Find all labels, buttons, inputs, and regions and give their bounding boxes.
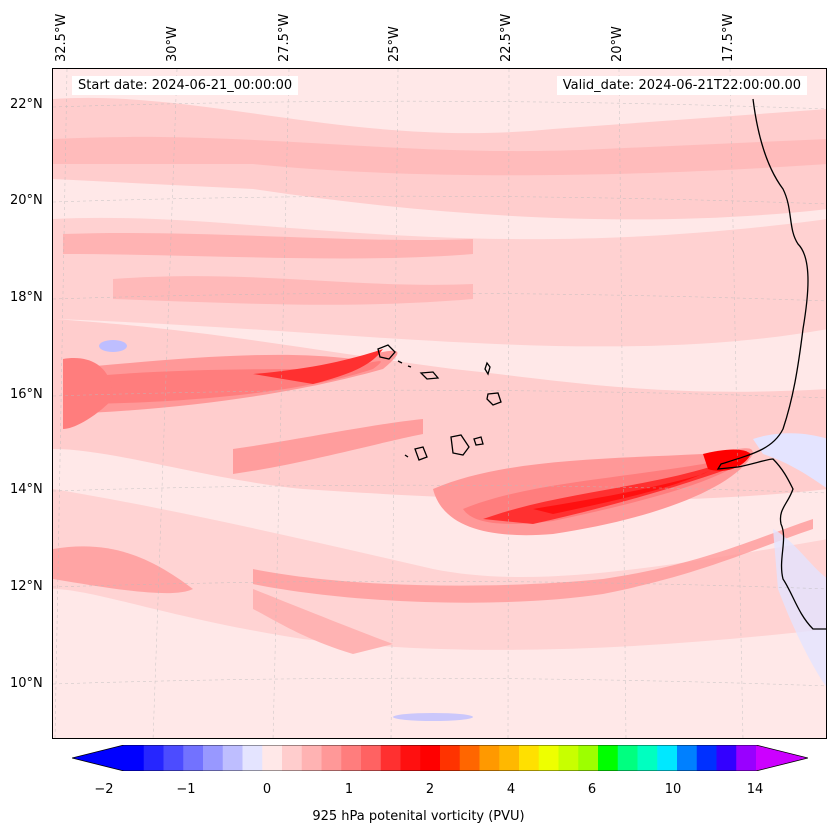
lat-label-10n: 10°N [10,676,43,691]
colorbar-tick: 10 [664,782,682,797]
lat-label-16n: 16°N [10,387,43,402]
lon-label-22.5w: 22.5°W [499,13,514,62]
colorbar-segment [341,745,362,771]
colorbar-segment [459,745,480,771]
colorbar-segment [440,745,461,771]
colorbar-tick: 6 [587,782,597,797]
colorbar-segment [203,745,224,771]
colorbar-segment [617,745,638,771]
colorbar-segment [242,745,263,771]
lat-label-14n: 14°N [10,482,43,497]
lon-label-30w: 30°W [165,26,180,62]
lat-label-22n: 22°N [10,97,43,112]
colorbar-segment [657,745,678,771]
colorbar-tick: 4 [506,782,516,797]
lon-label-27.5w: 27.5°W [277,13,292,62]
colorbar-segment [538,745,559,771]
lon-label-32.5w: 32.5°W [54,13,69,62]
colorbar-segment [696,745,717,771]
colorbar-segment [143,745,164,771]
colorbar-segment [420,745,441,771]
lon-label-25w: 25°W [387,26,402,62]
colorbar-segment [163,745,184,771]
colorbar-segment [262,745,283,771]
colorbar-segment [361,745,382,771]
colorbar-segment [598,745,619,771]
colorbar-segment [124,745,145,771]
colorbar-segment [578,745,599,771]
colorbar-extend-low [72,745,124,771]
lat-label-20n: 20°N [10,193,43,208]
colorbar-tick: 2 [425,782,435,797]
lat-label-18n: 18°N [10,290,43,305]
colorbar-segment [499,745,520,771]
lon-label-17.5w: 17.5°W [721,13,736,62]
valid-date-label: Valid_date: 2024-06-21T22:00:00.00 [556,76,807,95]
colorbar-segment [183,745,204,771]
colorbar-segment [558,745,579,771]
vorticity-field [53,69,826,738]
colorbar-segment [736,745,757,771]
colorbar-segment [637,745,658,771]
colorbar-segment [301,745,322,771]
colorbar-tick: 0 [262,782,272,797]
lat-label-12n: 12°N [10,579,43,594]
colorbar-segment [716,745,737,771]
colorbar-segment [222,745,243,771]
colorbar-tick: 14 [746,782,764,797]
colorbar-segment [479,745,500,771]
colorbar-segment [282,745,303,771]
colorbar [72,745,808,771]
colorbar-tick: −1 [176,782,196,797]
colorbar-label: 925 hPa potenital vorticity (PVU) [312,809,525,824]
colorbar-segment [519,745,540,771]
start-date-label: Start date: 2024-06-21_00:00:00 [72,76,299,95]
map-panel [52,68,827,739]
colorbar-extend-high [756,745,808,771]
colorbar-tick: −2 [94,782,114,797]
colorbar-segment [677,745,698,771]
colorbar-segment [400,745,421,771]
colorbar-segment [321,745,342,771]
lon-label-20w: 20°W [610,26,625,62]
colorbar-tick: 1 [344,782,354,797]
colorbar-segment [380,745,401,771]
